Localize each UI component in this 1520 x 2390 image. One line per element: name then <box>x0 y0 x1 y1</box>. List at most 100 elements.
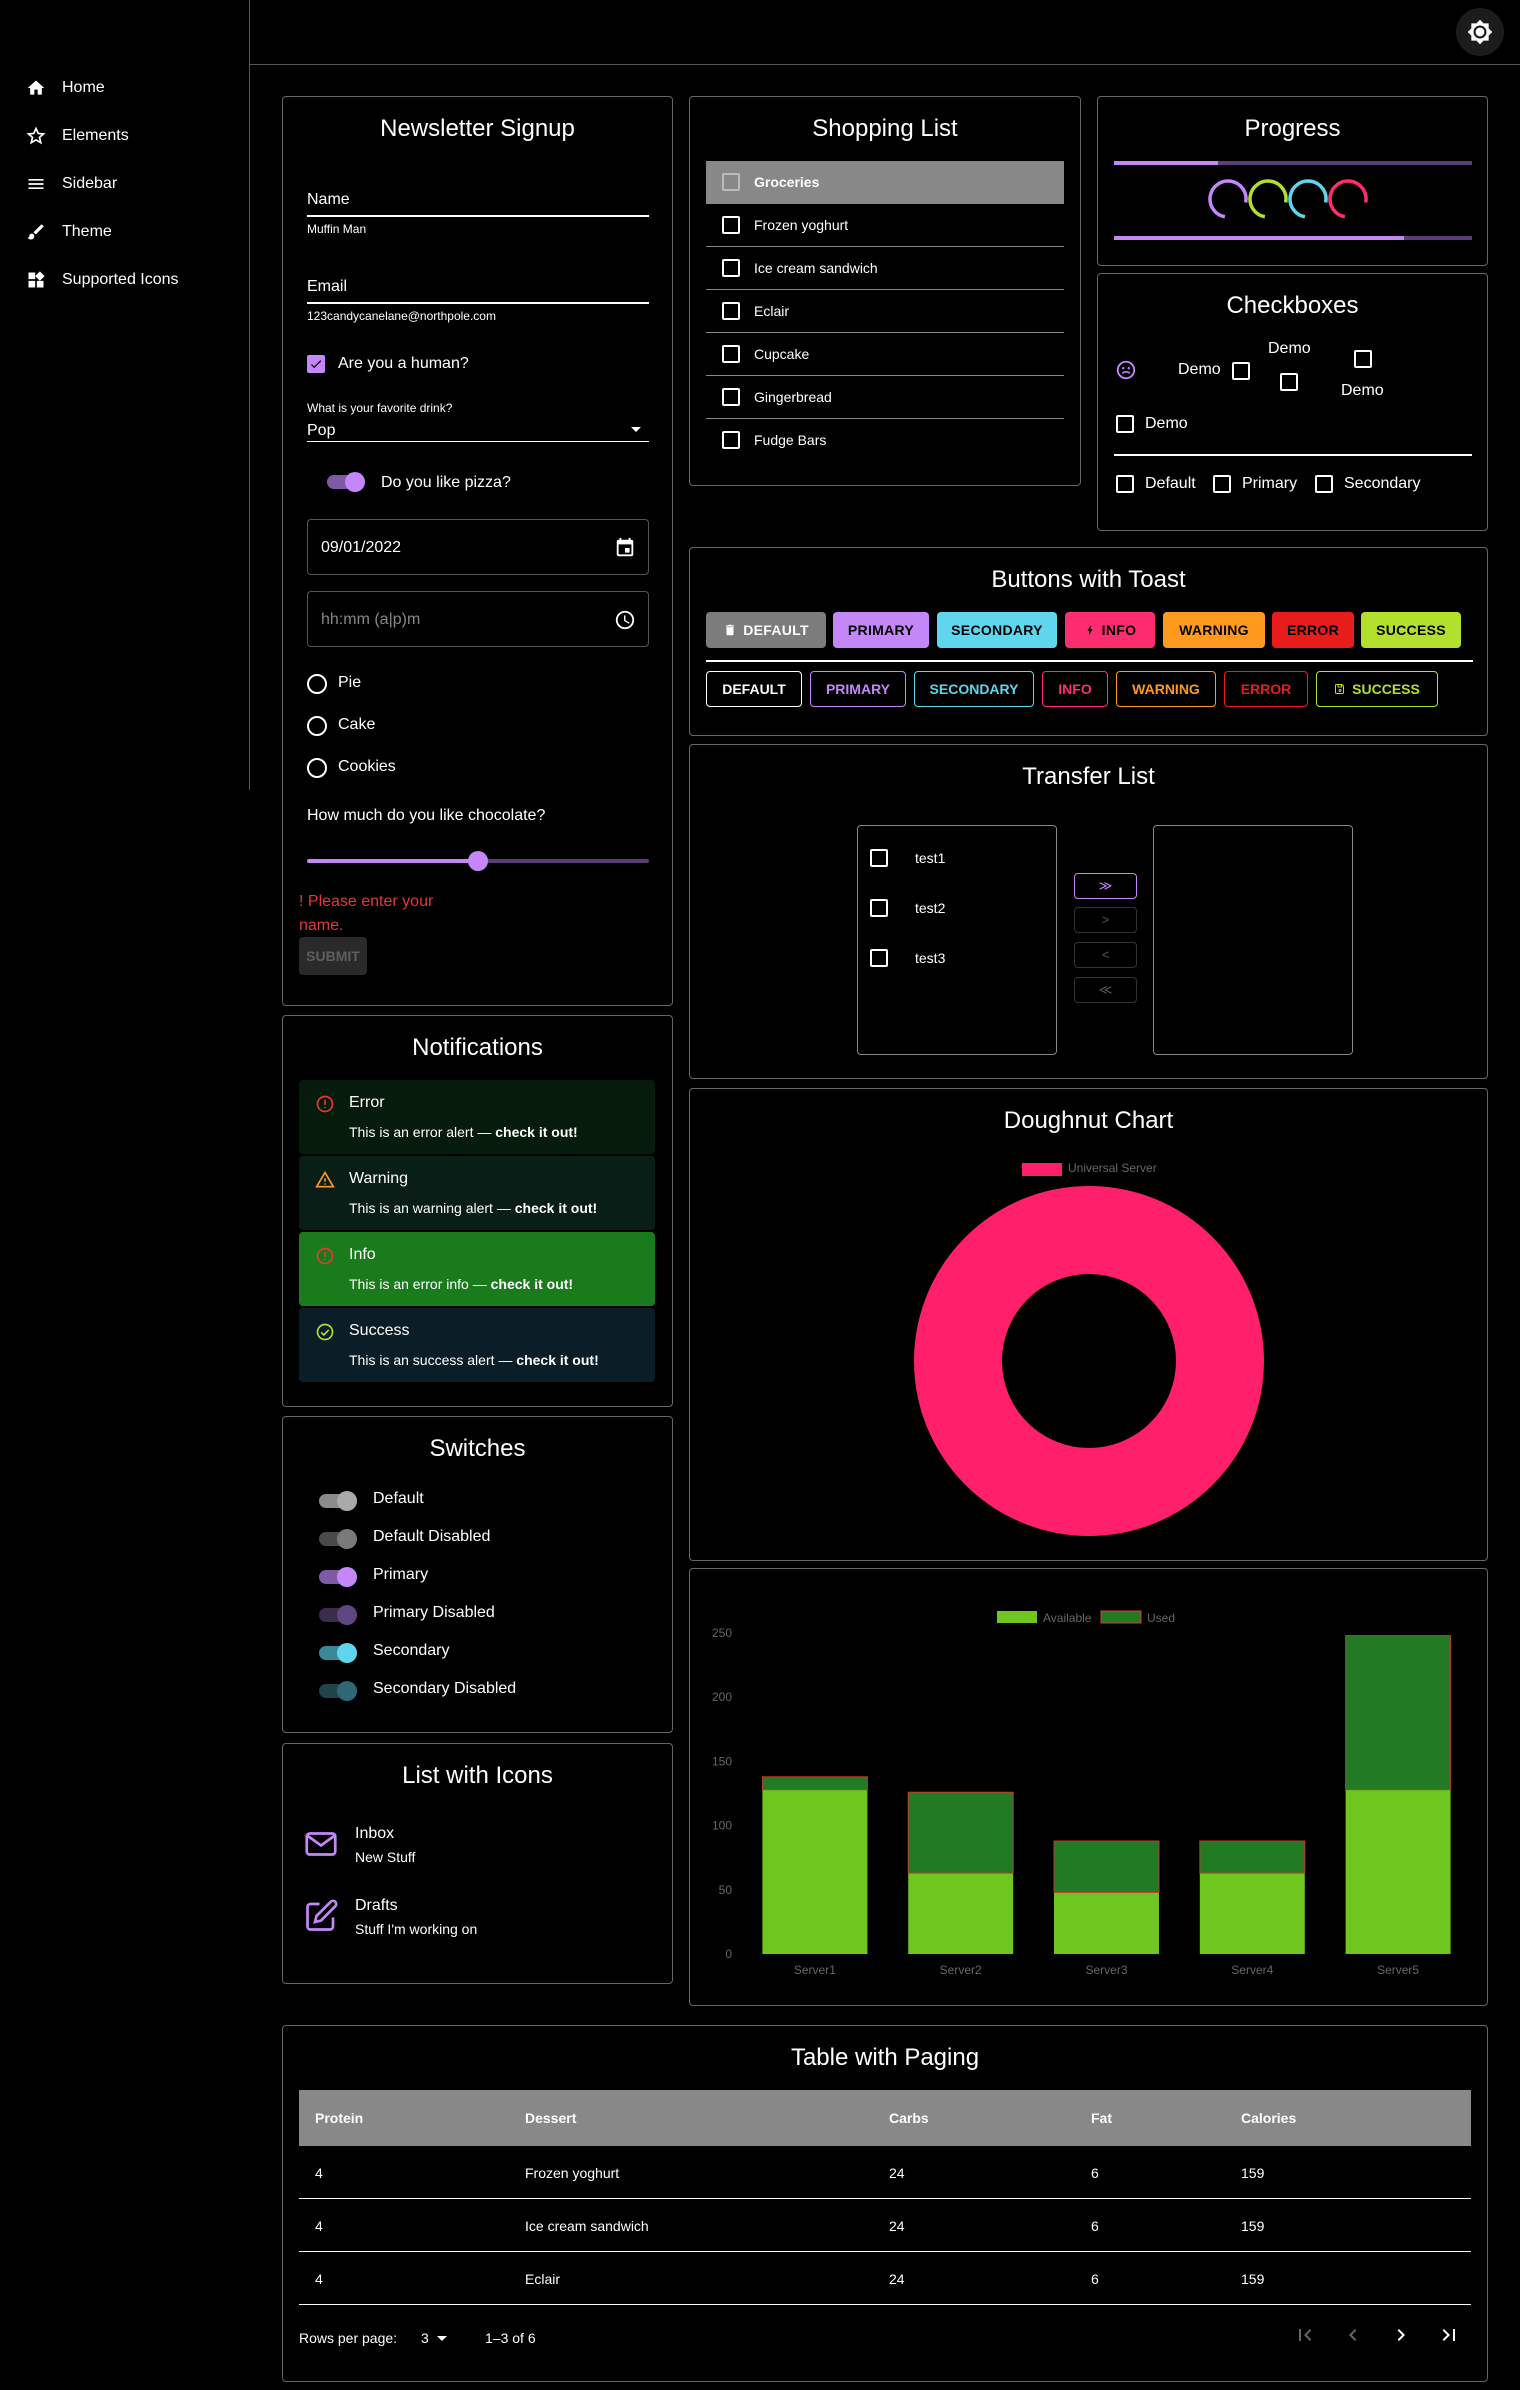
table-cell: Ice cream sandwich <box>525 2218 649 2234</box>
alert-link[interactable]: check it out! <box>495 1124 578 1140</box>
date-input[interactable]: 09/01/2022 <box>307 519 649 575</box>
secondary-checkbox[interactable] <box>1315 475 1333 493</box>
chocolate-slider-rail[interactable] <box>307 851 649 871</box>
chevron-down-icon[interactable] <box>437 2336 447 2341</box>
list-item[interactable]: Frozen yoghurt <box>706 204 1064 247</box>
primary-button[interactable]: PRIMARY <box>833 612 929 648</box>
previous-page-icon[interactable] <box>1341 2323 1365 2347</box>
table-title: Table with Paging <box>790 2044 980 2071</box>
pizza-switch[interactable] <box>327 472 365 492</box>
warning-button[interactable]: WARNING <box>1163 612 1265 648</box>
item-checkbox[interactable] <box>722 173 740 191</box>
palette-icon <box>27 224 44 240</box>
list-item[interactable]: Gingerbread <box>706 376 1064 419</box>
default-switch[interactable] <box>319 1491 357 1511</box>
mail-icon <box>305 1832 337 1856</box>
human-checkbox[interactable] <box>307 355 325 373</box>
clock-icon[interactable] <box>614 609 636 631</box>
transfer-item-checkbox[interactable] <box>870 899 888 917</box>
sidebar-item-home[interactable]: Home <box>0 64 249 112</box>
move-all-left-button[interactable]: ≪ <box>1074 977 1137 1003</box>
transfer-item-checkbox[interactable] <box>870 849 888 867</box>
calendar-icon[interactable] <box>614 537 636 559</box>
default-button[interactable]: DEFAULT <box>706 612 826 648</box>
secondary-outlined-button[interactable]: SECONDARY <box>914 671 1034 707</box>
radio-pie[interactable] <box>307 674 327 694</box>
alert-link[interactable]: check it out! <box>514 1200 598 1216</box>
circular-progress-group <box>1208 179 1368 219</box>
list-item-drafts[interactable]: Drafts Stuff I'm working on <box>299 1886 657 1946</box>
default-outlined-button[interactable]: DEFAULT <box>706 671 802 707</box>
rows-per-page-select[interactable]: 3 <box>421 2330 429 2346</box>
first-page-icon[interactable] <box>1293 2323 1317 2347</box>
transfer-item-checkbox[interactable] <box>870 949 888 967</box>
drink-label: What is your favorite drink? <box>307 401 453 415</box>
primary-checkbox[interactable] <box>1213 475 1231 493</box>
info-button[interactable]: INFO <box>1065 612 1155 648</box>
demo-label: Demo <box>1341 382 1384 399</box>
column-header[interactable]: Calories <box>1241 2110 1297 2126</box>
item-checkbox[interactable] <box>722 431 740 449</box>
alert-text: This is an error info — <box>349 1276 491 1292</box>
item-checkbox[interactable] <box>722 345 740 363</box>
chevron-down-icon[interactable] <box>631 427 641 432</box>
column-header[interactable]: Dessert <box>525 2110 577 2126</box>
list-item[interactable]: Groceries <box>706 161 1064 204</box>
alert-link[interactable]: check it out! <box>490 1276 574 1292</box>
last-page-icon[interactable] <box>1437 2323 1461 2347</box>
move-all-right-button[interactable]: ≫ <box>1074 873 1137 899</box>
doughnut-title: Doughnut Chart <box>1003 1107 1174 1134</box>
item-checkbox[interactable] <box>722 259 740 277</box>
error-outlined-button[interactable]: ERROR <box>1224 671 1308 707</box>
success-outlined-button[interactable]: SUCCESS <box>1316 671 1438 707</box>
sidebar-item-supported-icons[interactable]: Supported Icons <box>0 256 249 304</box>
move-left-button[interactable]: < <box>1074 942 1137 968</box>
email-field[interactable] <box>307 302 649 304</box>
list-item[interactable]: Fudge Bars <box>706 419 1064 462</box>
list-item[interactable]: Eclair <box>706 290 1064 333</box>
next-page-icon[interactable] <box>1389 2323 1413 2347</box>
error-button[interactable]: ERROR <box>1272 612 1354 648</box>
name-field[interactable] <box>307 215 649 217</box>
drink-select[interactable] <box>307 441 649 442</box>
success-button[interactable]: SUCCESS <box>1361 612 1461 648</box>
radio-cake[interactable] <box>307 716 327 736</box>
secondary-switch[interactable] <box>319 1643 357 1663</box>
time-input[interactable]: hh:mm (a|p)m <box>307 591 649 647</box>
alert-link[interactable]: check it out! <box>516 1352 599 1368</box>
column-header[interactable]: Fat <box>1091 2110 1112 2126</box>
spinner-icon <box>1288 179 1328 219</box>
column-header[interactable]: Carbs <box>889 2110 929 2126</box>
sidebar-item-elements[interactable]: Elements <box>0 112 249 160</box>
x-tick-label: Server5 <box>1377 1963 1419 1977</box>
demo-checkbox[interactable] <box>1116 415 1134 433</box>
demo-checkbox[interactable] <box>1232 362 1250 380</box>
demo-checkbox[interactable] <box>1280 373 1298 391</box>
primary-outlined-button[interactable]: PRIMARY <box>810 671 906 707</box>
list-item[interactable]: Cupcake <box>706 333 1064 376</box>
sidebar-item-sidebar[interactable]: Sidebar <box>0 160 249 208</box>
chocolate-slider-thumb[interactable] <box>468 851 488 871</box>
transfer-title: Transfer List <box>1022 763 1155 790</box>
demo-label: Demo <box>1178 361 1221 378</box>
list-item[interactable]: Ice cream sandwich <box>706 247 1064 290</box>
radio-cookies[interactable] <box>307 758 327 778</box>
column-header[interactable]: Protein <box>315 2110 364 2126</box>
item-checkbox[interactable] <box>722 302 740 320</box>
demo-checkbox[interactable] <box>1354 350 1372 368</box>
submit-button[interactable]: SUBMIT <box>299 937 367 975</box>
default-checkbox[interactable] <box>1116 475 1134 493</box>
item-checkbox[interactable] <box>722 216 740 234</box>
primary-switch[interactable] <box>319 1567 357 1587</box>
sidebar-item-theme[interactable]: Theme <box>0 208 249 256</box>
email-value: 123candycanelane@northpole.com <box>307 309 496 323</box>
list-item-inbox[interactable]: Inbox New Stuff <box>299 1814 657 1874</box>
switch-thumb <box>337 1605 357 1625</box>
move-right-button[interactable]: > <box>1074 907 1137 933</box>
item-checkbox[interactable] <box>722 388 740 406</box>
mood-icon[interactable] <box>1115 359 1137 381</box>
secondary-button[interactable]: SECONDARY <box>937 612 1057 648</box>
theme-toggle-button[interactable] <box>1456 8 1504 56</box>
warning-outlined-button[interactable]: WARNING <box>1116 671 1216 707</box>
info-outlined-button[interactable]: INFO <box>1042 671 1108 707</box>
